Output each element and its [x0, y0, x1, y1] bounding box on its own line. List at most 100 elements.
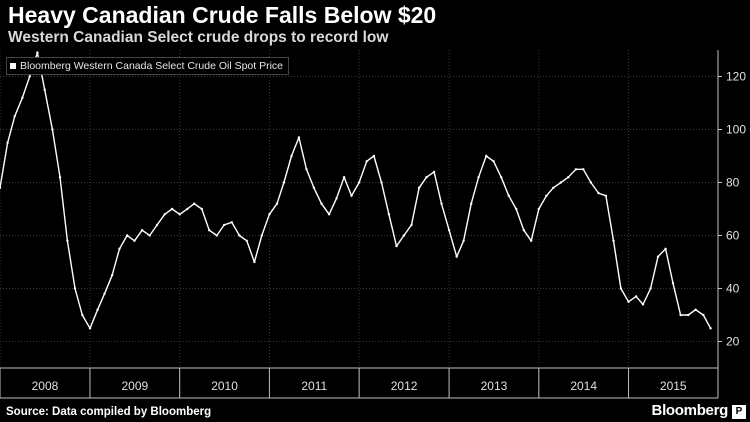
data-point: [365, 160, 368, 163]
data-point: [320, 202, 323, 205]
legend-label: Bloomberg Western Canada Select Crude Oi…: [20, 60, 284, 72]
data-point: [350, 194, 353, 197]
data-point: [110, 274, 114, 277]
data-point: [238, 234, 241, 237]
data-point: [477, 176, 480, 179]
data-point: [687, 313, 690, 317]
data-point: [597, 191, 600, 195]
y-tick-label: 40: [726, 282, 740, 296]
data-point: [28, 75, 31, 78]
data-point: [589, 181, 593, 184]
data-point: [515, 207, 518, 211]
data-point: [582, 168, 585, 171]
data-point: [66, 239, 69, 242]
data-point: [492, 160, 495, 163]
data-point: [327, 213, 331, 216]
data-point: [485, 154, 488, 158]
data-point: [410, 223, 413, 227]
data-point: [559, 181, 563, 184]
data-point: [88, 327, 92, 330]
x-tick-label: 2014: [570, 379, 597, 393]
data-point: [193, 202, 196, 205]
bloomberg-logo-text: Bloomberg: [651, 402, 729, 419]
data-point: [215, 234, 218, 237]
data-point: [619, 287, 623, 290]
data-point: [73, 287, 77, 290]
data-point: [402, 234, 406, 237]
data-point: [260, 234, 263, 237]
data-point: [507, 194, 510, 197]
data-point: [417, 186, 421, 189]
y-tick-label: 60: [726, 229, 740, 243]
data-point: [297, 136, 301, 139]
x-tick-label: 2015: [660, 379, 687, 393]
data-point: [268, 213, 271, 216]
data-point: [574, 168, 578, 171]
data-point: [140, 229, 144, 232]
x-tick-label: 2013: [481, 379, 508, 393]
chart-subtitle: Western Canadian Select crude drops to r…: [8, 29, 389, 46]
data-point: [223, 223, 226, 227]
data-point: [282, 181, 286, 184]
data-point: [13, 115, 16, 118]
x-tick-label: 2011: [301, 379, 327, 393]
y-tick-label: 100: [726, 123, 746, 137]
data-point: [245, 239, 248, 242]
data-point: [447, 229, 451, 232]
data-point: [305, 168, 308, 171]
data-point: [170, 207, 174, 211]
data-point: [537, 207, 540, 211]
data-point: [208, 229, 211, 232]
y-tick-label: 20: [726, 335, 740, 349]
data-point: [380, 181, 383, 184]
data-point: [545, 194, 548, 197]
data-point: [634, 295, 638, 298]
data-point: [455, 255, 458, 258]
data-point: [552, 186, 555, 189]
data-point: [335, 197, 338, 200]
data-point: [357, 181, 361, 184]
x-tick-label: 2008: [32, 379, 59, 393]
series-line: [0, 51, 712, 329]
data-point: [178, 213, 181, 216]
data-point: [656, 255, 660, 258]
data-point: [81, 313, 84, 317]
x-tick-label: 2010: [211, 379, 238, 393]
data-point: [342, 176, 346, 179]
chart-title: Heavy Canadian Crude Falls Below $20: [8, 2, 437, 28]
data-point: [671, 282, 675, 285]
data-point: [432, 170, 436, 174]
y-tick-label: 120: [726, 70, 746, 84]
data-point: [649, 287, 652, 290]
data-point: [627, 300, 630, 303]
data-point: [155, 223, 159, 227]
data-point: [148, 234, 151, 237]
data-point: [118, 247, 121, 250]
data-point: [253, 260, 256, 264]
data-point: [230, 221, 233, 224]
data-point: [312, 186, 316, 189]
data-point: [709, 327, 712, 330]
data-point: [425, 176, 428, 179]
x-tick-label: 2012: [391, 379, 418, 393]
data-point: [462, 239, 465, 242]
data-point: [125, 234, 129, 237]
bloomberg-logo-mark: P: [732, 405, 746, 419]
data-point: [395, 244, 398, 248]
data-point: [103, 292, 106, 295]
data-point: [133, 239, 136, 242]
data-point: [604, 194, 608, 197]
data-point: [51, 128, 54, 131]
data-point: [567, 176, 570, 179]
data-point: [372, 154, 376, 158]
data-point: [387, 213, 391, 216]
data-point: [641, 303, 645, 306]
data-point: [522, 229, 525, 232]
legend-swatch: [10, 63, 16, 69]
data-point: [702, 313, 705, 317]
y-tick-label: 80: [726, 176, 740, 190]
data-point: [163, 213, 166, 216]
data-point: [679, 313, 682, 317]
source-note: Source: Data compiled by Bloomberg: [6, 406, 212, 418]
